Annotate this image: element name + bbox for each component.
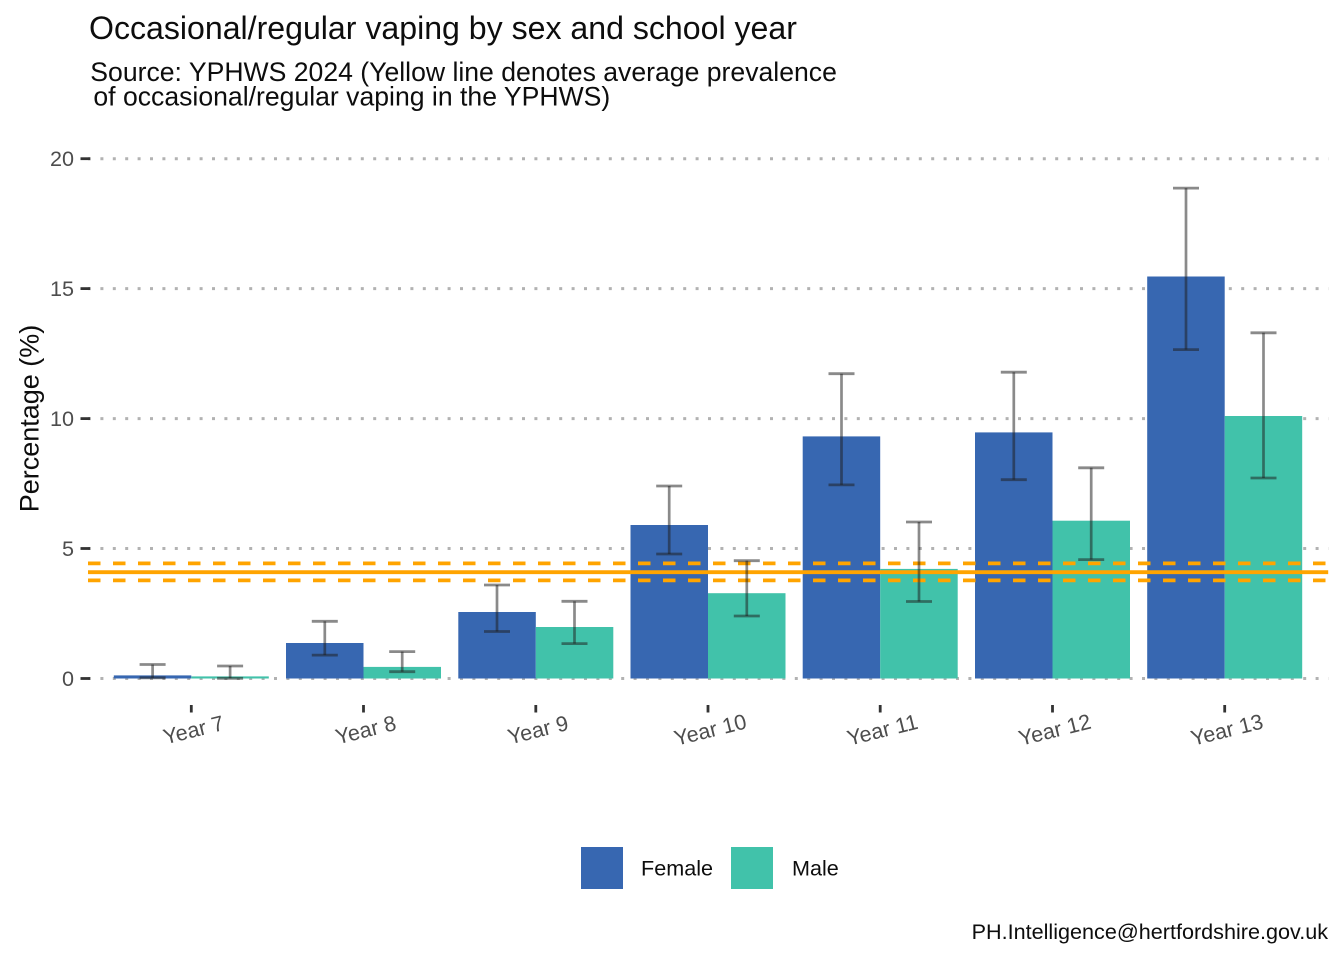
svg-text:Source: YPHWS 2024 (Yellow lin: Source: YPHWS 2024 (Yellow line denotes …: [90, 57, 837, 87]
svg-text:Female: Female: [641, 856, 713, 881]
svg-text:20: 20: [50, 146, 74, 171]
svg-text:Male: Male: [792, 856, 839, 881]
svg-text:15: 15: [50, 276, 74, 301]
svg-text:Percentage (%): Percentage (%): [15, 325, 45, 513]
svg-text:Occasional/regular vaping by s: Occasional/regular vaping by sex and sch…: [89, 10, 797, 46]
svg-text:of occasional/regular vaping i: of occasional/regular vaping in the YPHW…: [93, 82, 610, 112]
svg-text:5: 5: [62, 536, 74, 561]
svg-text:PH.Intelligence@hertfordshire.: PH.Intelligence@hertfordshire.gov.uk: [972, 919, 1329, 944]
svg-text:10: 10: [50, 406, 74, 431]
svg-text:0: 0: [62, 666, 74, 691]
